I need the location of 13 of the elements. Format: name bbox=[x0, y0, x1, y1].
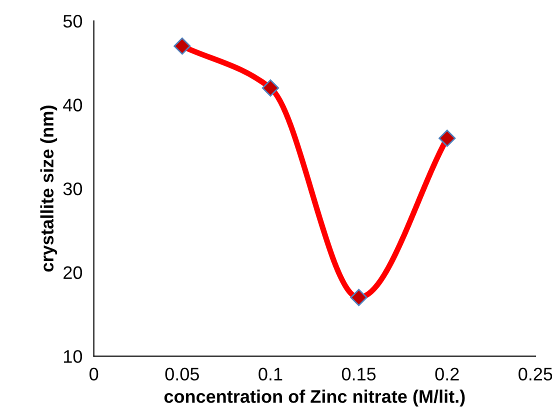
x-tick-label: 0.25 bbox=[518, 368, 552, 381]
y-tick-label: 30 bbox=[63, 182, 82, 196]
y-tick-label: 10 bbox=[64, 350, 82, 363]
x-axis-title: concentration of Zinc nitrate (M/lit.) bbox=[164, 390, 465, 406]
x-tick-label: 0.1 bbox=[258, 368, 282, 381]
y-tick-label: 20 bbox=[64, 266, 82, 280]
y-axis-title: crystallite size (nm) bbox=[40, 106, 58, 272]
x-tick-label: 0.15 bbox=[342, 368, 376, 381]
x-tick-label: 0.05 bbox=[165, 368, 199, 381]
x-tick-label: 0 bbox=[90, 368, 98, 381]
y-tick-label: 50 bbox=[63, 14, 82, 28]
y-tick-label: 40 bbox=[63, 98, 82, 112]
x-tick-label: 0.2 bbox=[435, 368, 459, 381]
